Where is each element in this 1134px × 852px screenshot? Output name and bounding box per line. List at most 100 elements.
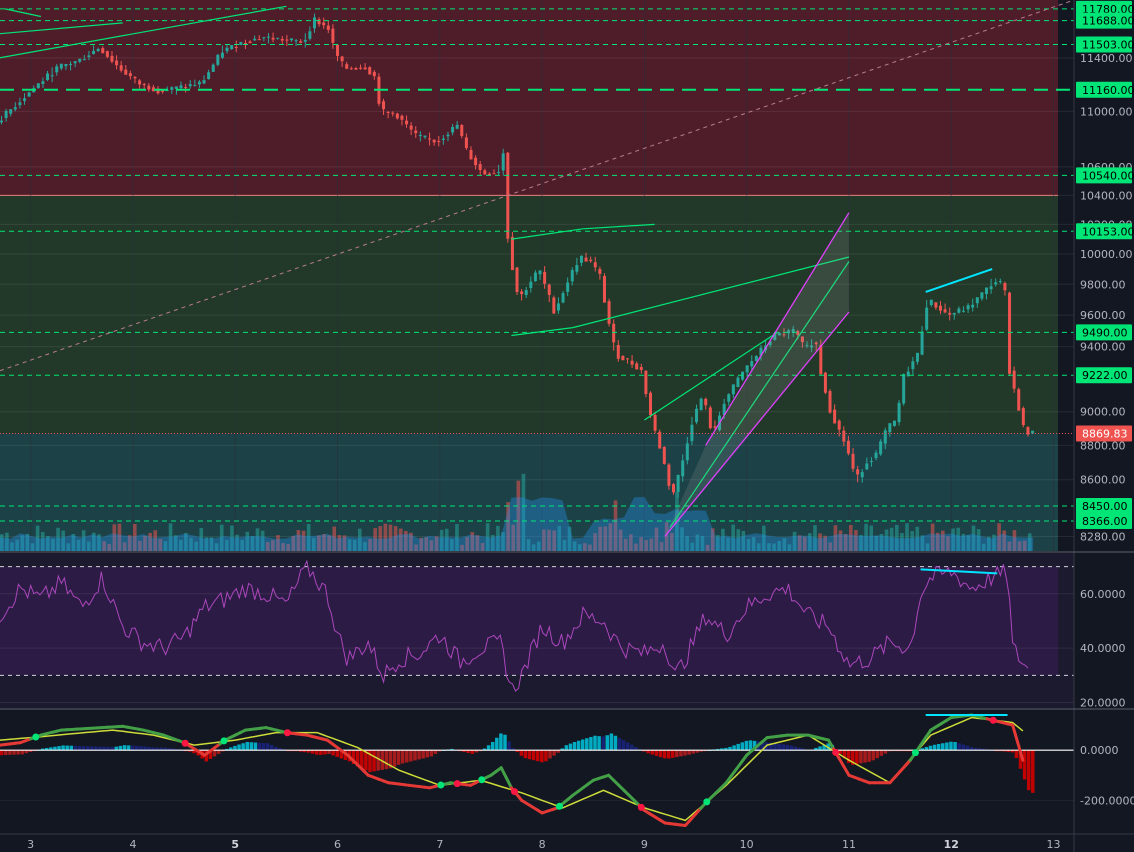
candle-body: [520, 291, 524, 295]
date-label-13: 13: [1047, 838, 1061, 851]
candle-body: [363, 67, 367, 70]
candle-body: [446, 134, 450, 137]
macd-histogram-bar: [372, 750, 376, 772]
candle-body: [285, 39, 289, 41]
candle-body: [266, 36, 270, 38]
candle-body: [82, 59, 86, 61]
volume-bar: [66, 543, 71, 551]
macd-histogram-bar: [261, 743, 266, 751]
candle-body: [133, 76, 137, 79]
volume-bar: [61, 530, 65, 551]
candle-body: [87, 55, 91, 57]
level-tag-7: [1076, 367, 1132, 384]
volume-bar: [496, 525, 500, 551]
rsi-tick-label: 40.0000: [1080, 642, 1126, 655]
macd-cross-dot: [478, 776, 486, 784]
candle-body: [55, 66, 59, 73]
rsi-pane[interactable]: [0, 553, 1074, 708]
candle-body: [418, 134, 422, 136]
macd-histogram-bar: [740, 742, 745, 751]
volume-bar: [915, 526, 920, 551]
macd-histogram-bar: [552, 750, 556, 756]
candle-body: [865, 463, 869, 470]
macd-histogram-bar: [1018, 750, 1023, 769]
candle-body: [216, 54, 220, 65]
macd-pane[interactable]: [0, 710, 1074, 833]
macd-histogram-bar: [527, 750, 532, 760]
candle-body: [395, 113, 399, 119]
macd-histogram-bar: [957, 743, 961, 751]
candle-body: [897, 402, 901, 423]
macd-histogram-bar: [225, 748, 229, 751]
macd-histogram-bar: [683, 750, 687, 756]
macd-cross-dot: [437, 781, 445, 789]
price-pane[interactable]: [0, 0, 1074, 833]
pattern-line-2: [4, 8, 42, 18]
volume-bar: [429, 540, 434, 551]
macd-histogram-bar: [220, 750, 225, 752]
macd-histogram-bar: [842, 750, 847, 759]
macd-histogram-bar: [486, 745, 491, 751]
volume-bar: [46, 535, 50, 551]
candle-body: [1026, 427, 1030, 435]
macd-histogram-bar: [388, 750, 393, 769]
candle-body: [759, 347, 763, 356]
price-tick-label: 11000.00: [1080, 105, 1133, 118]
volume-bar: [813, 525, 817, 551]
volume-bar: [219, 524, 224, 551]
volume-bar: [332, 526, 337, 551]
macd-histogram-bar: [265, 743, 270, 751]
candle-body: [543, 271, 547, 284]
macd-histogram-bar: [523, 750, 528, 759]
macd-histogram-bar: [507, 741, 511, 751]
macd-histogram-bar: [1014, 750, 1019, 759]
macd-histogram-bar: [859, 750, 863, 764]
macd-histogram-bar: [237, 744, 241, 751]
volume-bar: [700, 535, 705, 551]
volume-bar: [542, 529, 546, 551]
macd-histogram-bar: [728, 746, 732, 751]
candle-body: [961, 310, 965, 312]
macd-histogram-bar: [45, 747, 49, 751]
candle-body: [101, 48, 105, 54]
volume-bar: [117, 523, 122, 551]
volume-bar: [363, 542, 367, 551]
volume-bar: [537, 541, 541, 551]
volume-bar: [767, 543, 771, 551]
candle-body: [119, 65, 123, 71]
volume-bar: [102, 541, 106, 551]
candle-body: [391, 112, 395, 114]
volume-bar: [930, 523, 935, 551]
price-tick-label: 8600.00: [1080, 474, 1126, 487]
volume-bar: [567, 526, 572, 551]
volume-bar: [347, 539, 352, 551]
macd-histogram-bar: [437, 750, 442, 752]
macd-histogram-bar: [24, 750, 29, 754]
candle-body: [874, 452, 878, 459]
level-tag-text: 8366.00: [1082, 515, 1128, 528]
volume-bar: [30, 543, 35, 551]
candle-body: [869, 461, 873, 463]
last-price-tag-text: 8869.83: [1082, 427, 1128, 440]
date-label-11: 11: [842, 838, 856, 851]
macd-histogram-bar: [924, 747, 929, 751]
volume-bar: [997, 523, 1001, 551]
macd-histogram-bar: [556, 750, 560, 753]
candle-body: [1017, 389, 1021, 411]
volume-bar: [1017, 541, 1022, 551]
candle-body: [345, 64, 349, 69]
candle-body: [920, 331, 924, 355]
macd-histogram-bar: [761, 741, 765, 751]
volume-bar: [1002, 530, 1007, 551]
level-tag-5: [1076, 223, 1132, 240]
macd-histogram-bar: [601, 736, 605, 751]
volume-bar: [976, 529, 981, 551]
candle-body: [994, 282, 998, 285]
rsi-tick-label: 60.0000: [1080, 588, 1126, 601]
macd-histogram-bar: [85, 746, 90, 751]
volume-bar: [818, 533, 822, 551]
candle-body: [280, 38, 284, 41]
volume-bar: [618, 529, 623, 551]
volume-bar: [434, 536, 439, 551]
